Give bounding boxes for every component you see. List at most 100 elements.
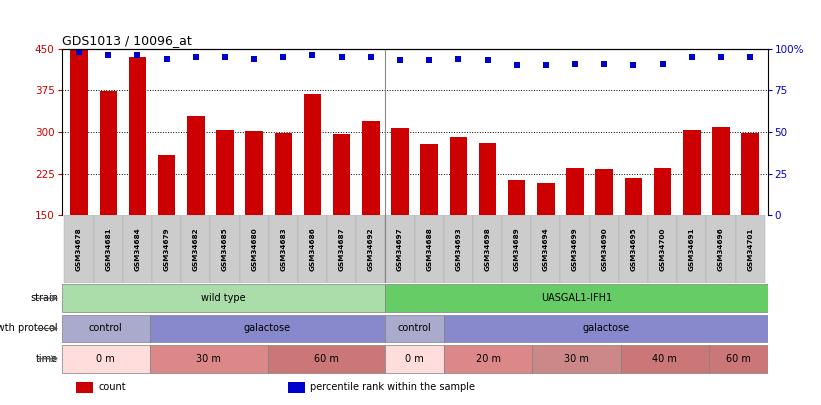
Bar [240,215,268,283]
Bar [706,215,736,283]
Point [423,57,436,64]
Point [510,62,523,68]
Text: 30 m: 30 m [564,354,589,364]
Text: GDS1013 / 10096_at: GDS1013 / 10096_at [62,34,191,47]
Bar [537,183,555,215]
Bar [76,382,94,393]
Text: GSM34700: GSM34700 [659,228,666,271]
Text: control: control [397,324,432,333]
Bar [287,382,305,393]
FancyBboxPatch shape [62,315,149,342]
Point [656,60,669,67]
Text: 30 m: 30 m [196,354,221,364]
Text: GSM34680: GSM34680 [251,228,257,271]
Bar [298,215,327,283]
Bar [65,215,94,283]
FancyBboxPatch shape [62,284,385,312]
Point [686,54,699,60]
Bar [129,57,146,215]
Bar [595,169,613,215]
Point [452,55,465,62]
FancyBboxPatch shape [268,345,385,373]
Bar [677,215,706,283]
Bar [245,131,263,215]
Point [744,54,757,60]
FancyBboxPatch shape [385,315,444,342]
Text: GSM34689: GSM34689 [514,227,520,271]
Text: time: time [36,354,58,364]
Bar [420,144,438,215]
Point [131,52,144,58]
Text: GSM34698: GSM34698 [484,227,490,271]
Bar [589,215,619,283]
Bar [99,91,117,215]
Bar [94,215,123,283]
Text: GSM34690: GSM34690 [601,228,608,271]
Bar [502,215,531,283]
Text: GSM34683: GSM34683 [280,228,287,271]
FancyBboxPatch shape [385,345,444,373]
Text: GSM34684: GSM34684 [135,228,140,271]
Bar [304,94,321,215]
Point [335,54,348,60]
Bar [152,215,181,283]
Text: GSM34695: GSM34695 [631,227,636,271]
Text: 40 m: 40 m [652,354,677,364]
Bar [123,215,152,283]
Bar [648,215,677,283]
Bar [158,156,176,215]
Text: GSM34691: GSM34691 [689,228,695,271]
Text: galactose: galactose [244,324,291,333]
Point [365,54,378,60]
Text: percentile rank within the sample: percentile rank within the sample [310,382,475,392]
Bar [473,215,502,283]
Text: GSM34685: GSM34685 [222,227,228,271]
Text: GSM34694: GSM34694 [543,228,549,271]
Text: 20 m: 20 m [475,354,501,364]
Text: GSM34679: GSM34679 [163,228,170,271]
Point [568,60,581,67]
Text: GSM34693: GSM34693 [456,228,461,271]
Text: 60 m: 60 m [726,354,750,364]
FancyBboxPatch shape [709,345,768,373]
Bar [356,215,385,283]
Bar [444,215,473,283]
Bar [741,133,759,215]
Point [218,54,232,60]
FancyBboxPatch shape [62,345,149,373]
Bar [712,127,730,215]
FancyBboxPatch shape [444,315,768,342]
Bar [619,215,648,283]
Point [102,52,115,58]
Bar [531,215,561,283]
Text: count: count [99,382,126,392]
Bar [268,215,298,283]
Point [481,57,494,64]
Text: 60 m: 60 m [314,354,339,364]
Text: wild type: wild type [201,293,245,303]
Point [72,49,85,55]
Point [160,55,173,62]
Text: GSM34682: GSM34682 [193,228,199,271]
Bar [216,130,234,215]
Bar [274,133,292,215]
Bar [450,137,467,215]
Bar [362,121,379,215]
Text: 0 m: 0 m [96,354,115,364]
Point [306,52,319,58]
Bar [392,128,409,215]
FancyBboxPatch shape [532,345,621,373]
FancyBboxPatch shape [385,284,768,312]
Point [598,60,611,67]
Text: UASGAL1-IFH1: UASGAL1-IFH1 [541,293,612,303]
Text: GSM34699: GSM34699 [572,227,578,271]
Bar [566,168,584,215]
Bar [333,134,351,215]
Point [277,54,290,60]
Bar [654,168,672,215]
Bar [625,177,642,215]
Text: GSM34696: GSM34696 [718,227,724,271]
FancyBboxPatch shape [149,345,268,373]
Point [539,62,553,68]
Text: strain: strain [30,293,58,303]
